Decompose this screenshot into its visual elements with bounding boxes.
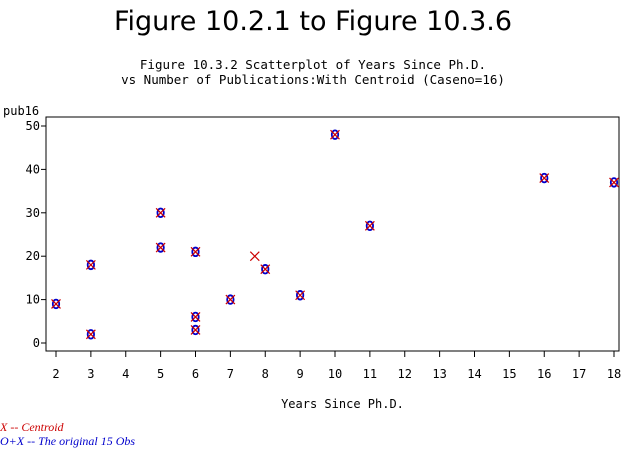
chart-subtitle-line-1: Figure 10.3.2 Scatterplot of Years Since… bbox=[139, 57, 487, 72]
data-point-centroid-x bbox=[155, 207, 166, 218]
data-point-centroid-x bbox=[249, 251, 260, 262]
data-point-centroid-x bbox=[364, 220, 375, 231]
y-tick-label: 10 bbox=[26, 293, 40, 307]
plot-frame bbox=[45, 116, 620, 352]
data-point-centroid-x bbox=[190, 246, 201, 257]
data-point-original-o bbox=[86, 259, 95, 271]
data-point-original-o bbox=[156, 242, 165, 253]
y-axis-label: pub16 bbox=[3, 104, 39, 118]
data-point-centroid-x bbox=[190, 325, 201, 335]
data-point-original-o bbox=[191, 311, 200, 323]
legend-centroid-note: X -- Centroid bbox=[0, 420, 64, 434]
x-tick-label: 11 bbox=[363, 367, 377, 381]
data-point-original-o bbox=[51, 298, 61, 310]
legend-original-note: O+X -- The original 15 Obs bbox=[0, 434, 136, 448]
x-tick-label: 18 bbox=[607, 367, 621, 381]
y-tick-label: 50 bbox=[26, 119, 40, 133]
data-point-original-o bbox=[609, 177, 619, 188]
x-tick-label: 8 bbox=[262, 367, 269, 381]
x-tick-label: 13 bbox=[432, 367, 446, 381]
data-point-original-o bbox=[226, 294, 235, 305]
data-point-original-o bbox=[330, 129, 340, 140]
x-tick-label: 15 bbox=[502, 367, 516, 381]
x-tick-label: 17 bbox=[572, 367, 586, 381]
data-point-centroid-x bbox=[225, 294, 236, 305]
data-point-centroid-x bbox=[609, 177, 619, 188]
x-tick-label: 14 bbox=[467, 367, 481, 381]
x-tick-label: 10 bbox=[328, 367, 342, 381]
data-point-original-o bbox=[261, 264, 270, 275]
chart-subtitle-line-2: vs Number of Publications:With Centroid … bbox=[121, 72, 505, 87]
data-point-centroid-x bbox=[330, 129, 340, 140]
y-tick-label: 0 bbox=[33, 336, 40, 350]
data-point-original-o bbox=[191, 246, 200, 258]
data-point-centroid-x bbox=[539, 173, 550, 184]
data-point-original-o bbox=[191, 324, 200, 336]
data-point-centroid-x bbox=[85, 259, 96, 270]
data-point-centroid-x bbox=[260, 264, 271, 275]
x-tick-label: 2 bbox=[52, 367, 59, 381]
x-tick-label: 16 bbox=[537, 367, 551, 381]
data-point-original-o bbox=[365, 220, 374, 232]
y-tick-label: 30 bbox=[26, 206, 40, 220]
x-axis-label: Years Since Ph.D. bbox=[281, 397, 404, 411]
x-tick-label: 3 bbox=[87, 367, 94, 381]
data-point-original-o bbox=[156, 207, 165, 219]
data-point-original-o bbox=[296, 290, 305, 301]
data-point-centroid-x bbox=[85, 329, 96, 340]
y-tick-label: 40 bbox=[26, 162, 40, 176]
x-tick-label: 9 bbox=[297, 367, 304, 381]
x-tick-label: 12 bbox=[398, 367, 412, 381]
y-tick-label: 20 bbox=[26, 249, 40, 263]
x-tick-label: 4 bbox=[122, 367, 129, 381]
x-tick-label: 6 bbox=[192, 367, 199, 381]
data-point-centroid-x bbox=[51, 299, 61, 309]
data-point-centroid-x bbox=[295, 290, 306, 301]
data-point-centroid-x bbox=[190, 312, 201, 322]
data-point-original-o bbox=[540, 172, 549, 184]
x-tick-label: 7 bbox=[227, 367, 234, 381]
x-tick-label: 5 bbox=[157, 367, 164, 381]
data-point-original-o bbox=[86, 329, 95, 340]
data-point-centroid-x bbox=[155, 242, 166, 253]
page-title: Figure 10.2.1 to Figure 10.3.6 bbox=[113, 6, 513, 37]
